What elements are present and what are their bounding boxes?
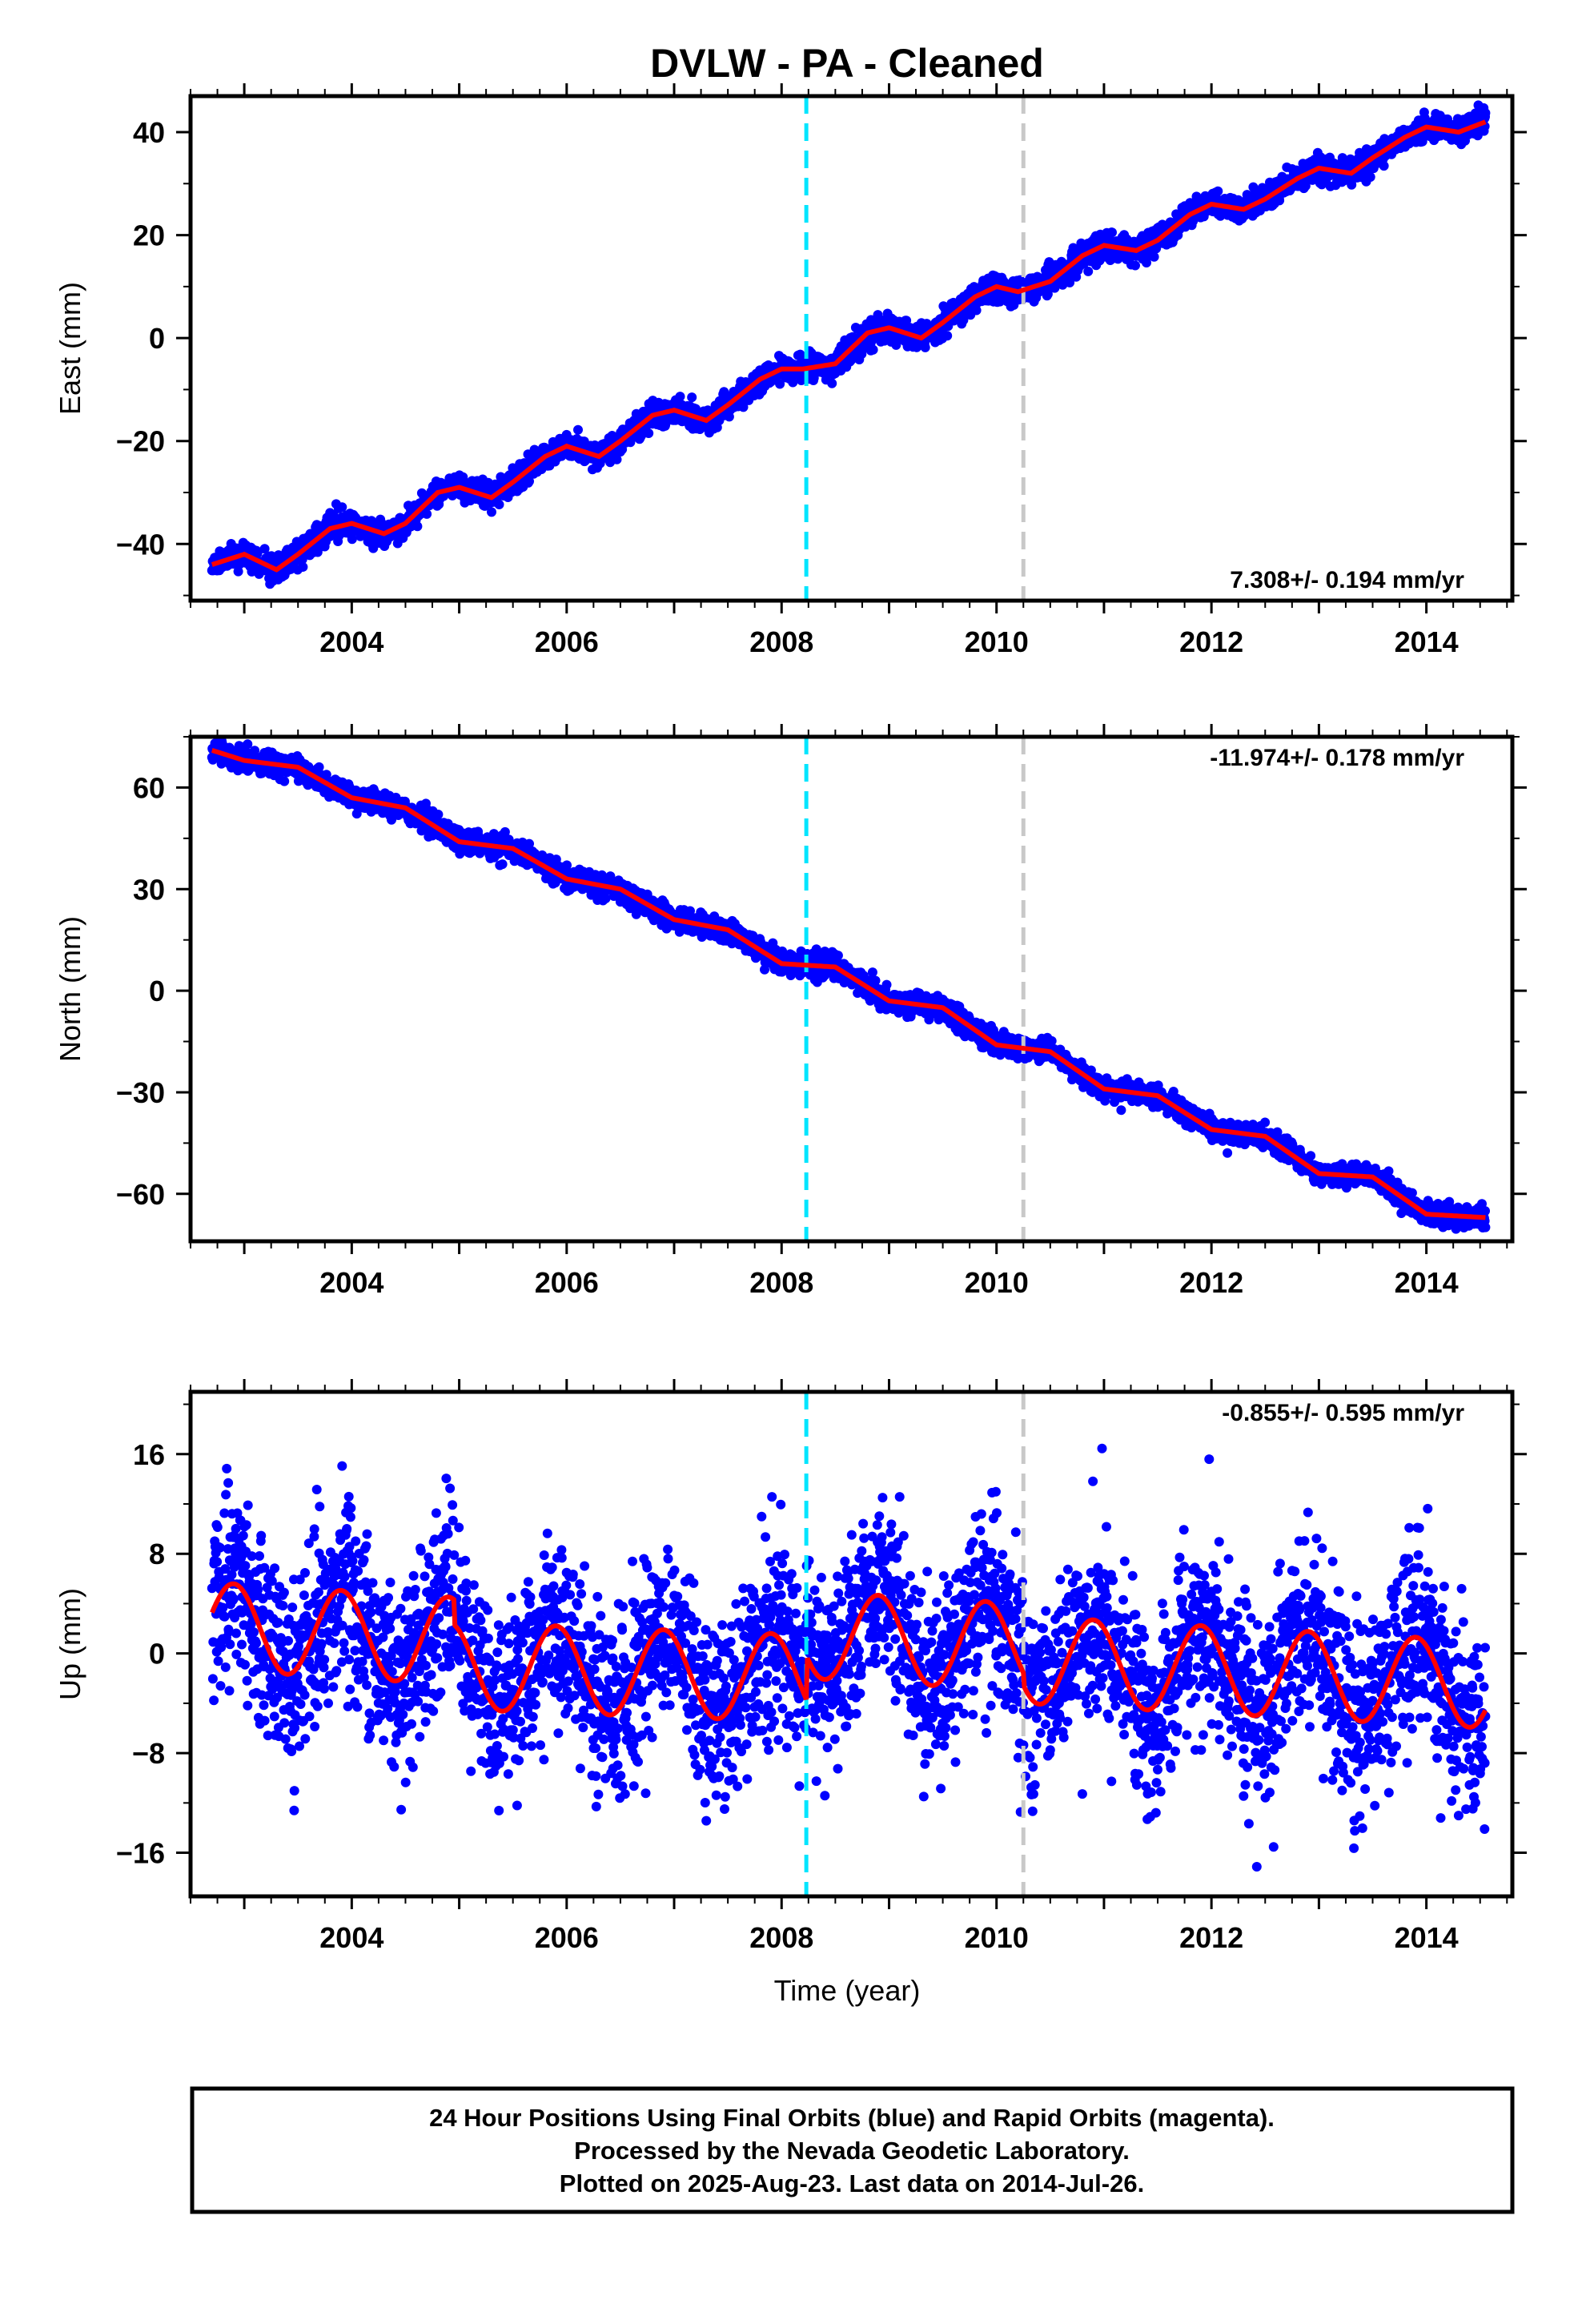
- data-point: [243, 739, 253, 750]
- data-point: [942, 331, 953, 341]
- data-point: [1365, 172, 1375, 182]
- data-point: [1083, 266, 1094, 276]
- x-tick-label: 2012: [1179, 625, 1243, 658]
- x-tick-label: 2008: [749, 625, 813, 658]
- fit-curve: [211, 119, 1487, 573]
- data-point: [1347, 179, 1357, 190]
- data-point: [337, 502, 347, 513]
- data-point: [494, 500, 504, 509]
- data-point: [412, 521, 423, 532]
- data-point: [675, 392, 685, 402]
- data-point: [644, 428, 654, 438]
- x-tick-label: 2006: [535, 625, 599, 658]
- y-tick-label: −40: [116, 528, 165, 561]
- data-point: [1107, 227, 1117, 238]
- panel-east: 2004 2006 2008 2010 2012 2014 −40 −20 0 20 40 East …: [54, 83, 1527, 658]
- data-point: [868, 344, 878, 355]
- data-point: [1379, 161, 1389, 171]
- data-point: [1149, 251, 1159, 262]
- rate-annotation: 7.308+/- 0.194 mm/yr: [1230, 567, 1464, 593]
- data-point: [788, 377, 798, 388]
- data-point: [298, 562, 308, 572]
- y-tick-label: 0: [149, 322, 165, 355]
- data-point: [259, 544, 270, 554]
- y-tick-label: 20: [133, 219, 165, 252]
- x-tick-label: 2010: [965, 625, 1029, 658]
- data-point: [497, 859, 508, 870]
- figure-title: DVLW - PA - Cleaned: [650, 41, 1044, 86]
- panel-north: 2004 2006 2008 2010 2012 2014−60−3003060North…: [54, 724, 1527, 1299]
- data-point: [1275, 195, 1285, 206]
- y-tick-label: 40: [133, 116, 165, 149]
- y-tick-label: −20: [116, 425, 165, 458]
- data-point: [1480, 108, 1491, 119]
- data-point: [1130, 260, 1140, 271]
- data-point: [1213, 186, 1223, 196]
- plot-frame: [188, 94, 1515, 603]
- data-point: [233, 566, 243, 577]
- data-points: [207, 100, 1491, 589]
- data-point: [636, 431, 646, 440]
- data-point: [433, 810, 444, 819]
- data-point: [422, 509, 432, 519]
- data-point: [573, 424, 583, 435]
- data-point: [347, 534, 357, 545]
- data-point: [775, 379, 785, 389]
- data-point: [1065, 277, 1075, 287]
- x-tick-label: 2014: [1395, 625, 1459, 658]
- data-point: [827, 378, 837, 388]
- data-point: [920, 342, 930, 352]
- data-point: [958, 315, 969, 325]
- x-tick-label: 2004: [319, 625, 383, 658]
- y-axis-label: East (mm): [54, 282, 86, 415]
- data-point: [1248, 182, 1259, 192]
- data-point: [279, 776, 290, 786]
- data-point: [524, 476, 534, 486]
- data-point: [487, 507, 496, 517]
- data-point: [351, 809, 362, 819]
- data-point: [387, 814, 396, 825]
- data-point: [687, 392, 697, 403]
- data-point: [612, 454, 622, 464]
